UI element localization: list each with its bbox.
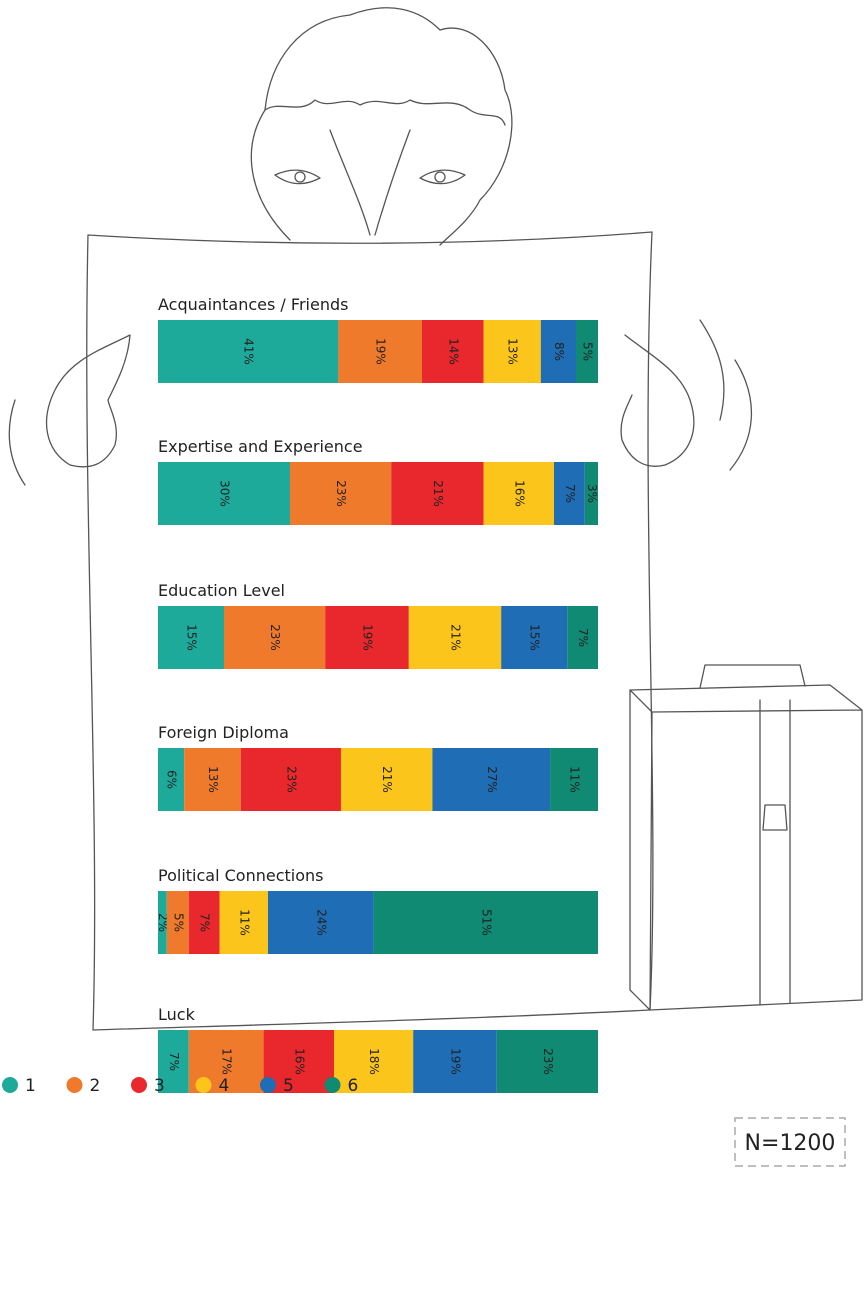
bar-segment	[432, 748, 551, 811]
value-label: 27%	[485, 766, 499, 793]
legend-swatch	[2, 1077, 18, 1093]
value-label: 15%	[528, 624, 542, 651]
value-label: 13%	[506, 338, 520, 365]
value-label: 16%	[512, 480, 526, 507]
value-label: 21%	[380, 766, 394, 793]
category-label: Foreign Diploma	[158, 723, 289, 742]
bars: Acquaintances / Friends 41% 19% 14% 13% 8% 5% E…	[156, 295, 599, 1093]
legend-label: 6	[348, 1076, 359, 1096]
value-label: 5%	[171, 913, 185, 932]
category-label: Education Level	[158, 581, 285, 600]
value-label: 5%	[581, 342, 595, 361]
bar-segment	[224, 606, 326, 669]
value-label: 19%	[449, 1048, 463, 1075]
value-label: 51%	[479, 909, 493, 936]
category-label: Luck	[158, 1005, 196, 1024]
value-label: 23%	[541, 1048, 555, 1075]
bar-segment	[219, 891, 268, 954]
legend-label: 1	[25, 1076, 36, 1096]
bar-segment	[158, 606, 224, 669]
value-label: 24%	[314, 909, 328, 936]
value-label: 3%	[585, 484, 599, 503]
legend-swatch	[131, 1077, 147, 1093]
value-label: 2%	[156, 913, 170, 932]
bar-segment	[268, 891, 374, 954]
annotation-box	[734, 1117, 846, 1167]
value-label: 7%	[576, 628, 590, 647]
bar-segment	[158, 462, 290, 525]
bar-segment	[166, 891, 189, 954]
bar-segment	[422, 320, 484, 383]
value-label: 11%	[237, 909, 251, 936]
bar-segment	[158, 891, 167, 954]
bar-segment	[567, 606, 598, 669]
value-label: 16%	[292, 1048, 306, 1075]
value-label: 8%	[552, 342, 566, 361]
bar-segment	[391, 462, 484, 525]
bar-segment	[550, 748, 598, 811]
bar-segment	[290, 462, 392, 525]
value-label: 21%	[449, 624, 463, 651]
legend: 1 2 3 4 5 6	[2, 1076, 358, 1096]
bar-segment	[373, 891, 598, 954]
bar-segment	[158, 1030, 189, 1093]
value-label: 19%	[374, 338, 388, 365]
legend-label: 4	[219, 1076, 230, 1096]
value-label: 13%	[206, 766, 220, 793]
bar-segment	[188, 891, 220, 954]
bar-segment	[501, 606, 568, 669]
value-label: 7%	[198, 913, 212, 932]
value-label: 14%	[446, 338, 460, 365]
bar-segment	[496, 1030, 598, 1093]
bar-segment	[483, 462, 554, 525]
bar-segment	[184, 748, 241, 811]
bar-segment	[158, 320, 339, 383]
value-label: 23%	[268, 624, 282, 651]
value-label: 17%	[220, 1048, 234, 1075]
legend-label: 2	[90, 1076, 101, 1096]
value-label: 21%	[431, 480, 445, 507]
legend-swatch	[66, 1077, 83, 1093]
value-label: 18%	[367, 1048, 381, 1075]
bar-segment	[334, 1030, 414, 1093]
legend-label: 5	[283, 1076, 294, 1096]
category-label: Expertise and Experience	[158, 437, 363, 456]
value-label: 41%	[242, 338, 256, 365]
legend-swatch	[195, 1077, 212, 1093]
value-label: 11%	[568, 766, 582, 793]
legend-swatch	[324, 1077, 341, 1093]
bar-segment	[338, 320, 422, 383]
bar-segment	[240, 748, 341, 811]
value-label: 7%	[167, 1052, 181, 1071]
bar-segment	[325, 606, 409, 669]
value-label: 15%	[185, 624, 199, 651]
annotation: N=1200	[745, 1131, 836, 1156]
value-label: 6%	[165, 770, 179, 789]
bar-segment	[413, 1030, 497, 1093]
bar-segment	[340, 748, 433, 811]
legend-swatch	[260, 1077, 276, 1093]
value-label: 30%	[218, 480, 232, 507]
bar-segment	[408, 606, 502, 669]
value-label: 7%	[563, 484, 577, 503]
bar-segment	[584, 462, 598, 525]
category-label: Political Connections	[158, 866, 323, 885]
bar-segment	[554, 462, 585, 525]
bar-segment	[576, 320, 598, 383]
legend-label: 3	[154, 1076, 165, 1096]
value-label: 23%	[284, 766, 298, 793]
category-label: Acquaintances / Friends	[158, 295, 348, 314]
illustration	[8, 7, 863, 1031]
value-label: 23%	[334, 480, 348, 507]
bar-segment	[483, 320, 541, 383]
bar-segment	[540, 320, 576, 383]
bar-segment	[158, 748, 185, 811]
value-label: 19%	[361, 624, 375, 651]
